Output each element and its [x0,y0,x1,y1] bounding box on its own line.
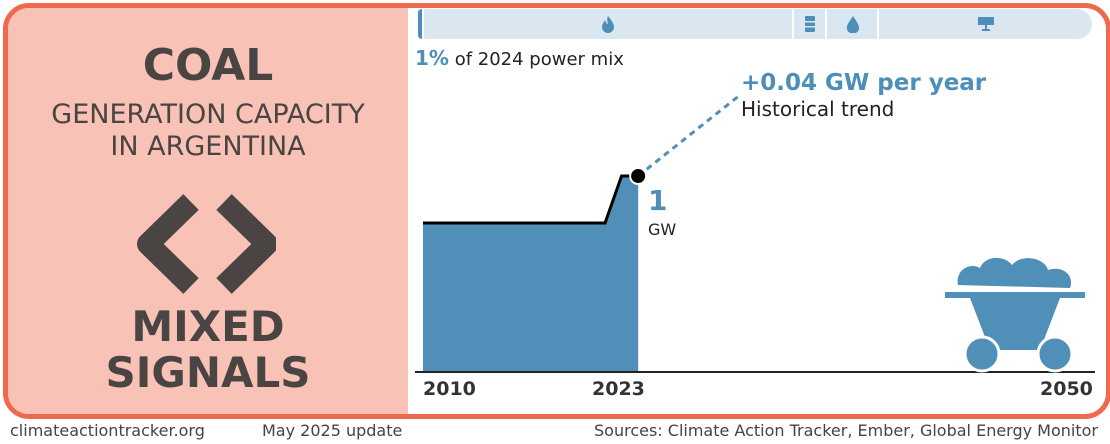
subtitle-line: IN ARGENTINA [110,131,306,162]
subtitle-line: GENERATION CAPACITY [51,99,365,130]
signal-line: SIGNALS [105,348,311,397]
share-value: 1% [415,46,449,70]
current-number: 1 [648,184,668,217]
power-mix-share: 1% of 2024 power mix [415,46,624,70]
site-link[interactable]: climateactiontracker.org [10,421,205,440]
tick-label: 2023 [592,378,645,400]
tick-label: 2050 [1040,378,1093,400]
tick-label: 2010 [423,378,476,400]
card: COAL GENERATION CAPACITY IN ARGENTINA MIX… [3,3,1110,419]
fuel-title: COAL [142,40,274,91]
trend-annotation: +0.04 GW per year Historical trend [741,70,986,122]
latest-point [629,167,648,185]
current-value: 1 GW [648,184,676,242]
water-drop-icon [827,9,877,39]
solar-panel-icon [879,9,1092,39]
sources: Sources: Climate Action Tracker, Ember, … [594,421,1098,440]
update-date: May 2025 update [262,421,403,440]
current-unit: GW [648,220,677,239]
flame-icon [424,9,792,39]
signal-label: MIXED SIGNALS [8,304,408,396]
summary-panel: COAL GENERATION CAPACITY IN ARGENTINA MIX… [8,8,408,414]
coal-cart-icon [945,257,1085,373]
subtitle: GENERATION CAPACITY IN ARGENTINA [8,99,408,163]
trend-line [637,93,741,178]
coal-icon [418,9,422,39]
signal-line: MIXED [131,302,285,351]
oil-barrel-icon [794,9,825,39]
capacity-line [423,174,639,225]
share-label: of 2024 power mix [454,49,624,70]
trend-rate: +0.04 GW per year [741,70,987,96]
chevrons-left-right-icon [137,194,276,294]
capacity-area [423,176,639,372]
trend-label: Historical trend [741,97,895,121]
